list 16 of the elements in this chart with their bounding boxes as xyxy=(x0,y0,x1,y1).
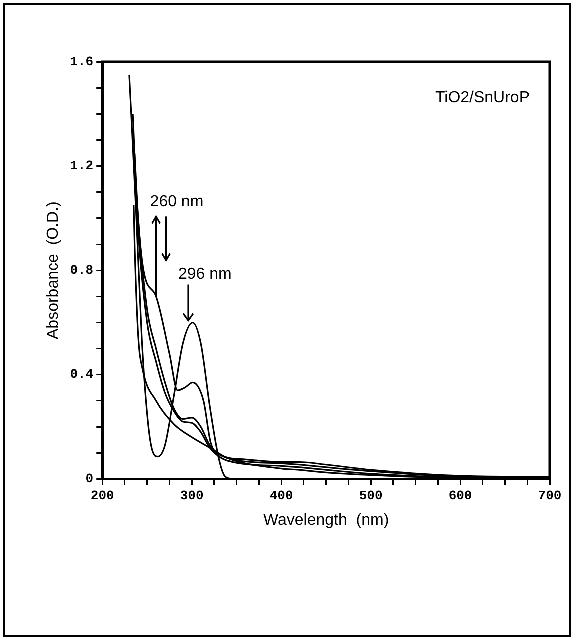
y-tick-label: 0.4 xyxy=(70,367,94,382)
x-tick-label: 600 xyxy=(448,488,472,504)
x-tick-label: 200 xyxy=(90,488,115,504)
x-axis-title: Wavelength (nm) xyxy=(263,512,390,529)
y-tick-label: 0 xyxy=(86,471,94,486)
y-tick-label: 0.8 xyxy=(70,262,94,278)
y-tick-label: 1.2 xyxy=(70,158,94,174)
y-tick-label: 1.6 xyxy=(70,54,94,70)
y-axis-title: Absorbance (O.D.) xyxy=(45,202,62,340)
x-tick-label: 500 xyxy=(359,488,383,504)
x-tick-label: 300 xyxy=(180,488,204,504)
annotation: 260 nm xyxy=(150,194,204,211)
x-tick-label: 400 xyxy=(270,488,294,504)
x-tick-label: 700 xyxy=(538,488,562,504)
annotation: 296 nm xyxy=(178,266,232,283)
annotation: TiO2/SnUroP xyxy=(435,89,530,106)
